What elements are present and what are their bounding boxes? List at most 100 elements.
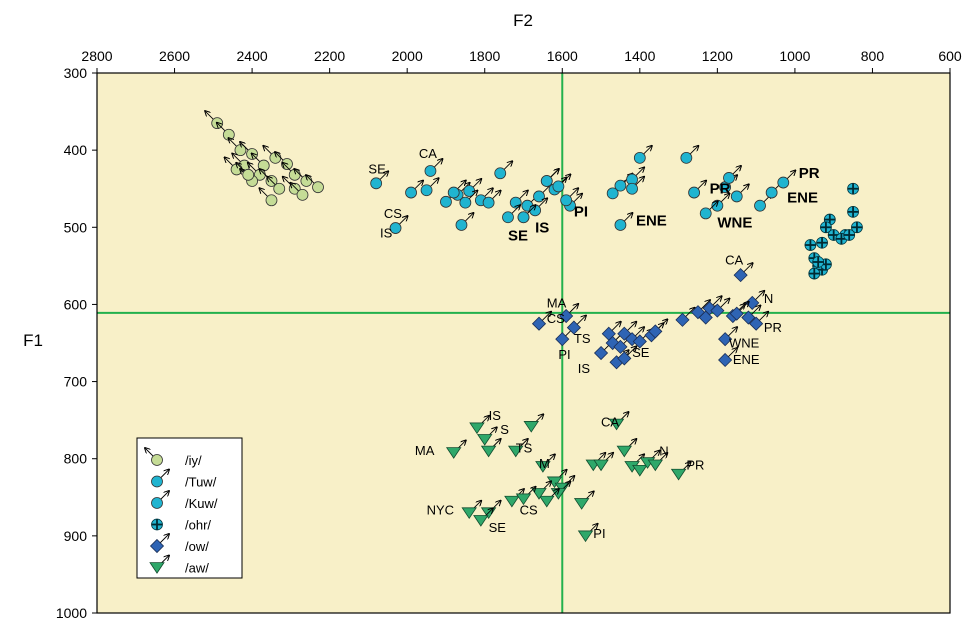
legend-marker: [149, 562, 165, 574]
trajectory-arrow: [626, 346, 636, 356]
data-point: [273, 182, 286, 195]
trajectory-arrow: [739, 302, 749, 312]
trajectory-arrow: [248, 163, 258, 173]
data-point: [242, 168, 255, 181]
data-point: [507, 445, 524, 458]
legend-label: /iy/: [185, 453, 202, 468]
point-label: CS: [384, 206, 402, 221]
data-point: [617, 351, 632, 366]
x-tick-label: 600: [938, 48, 962, 64]
point-label: SE: [489, 520, 507, 535]
data-point: [424, 165, 437, 177]
trajectory-arrow: [561, 174, 570, 184]
data-point: [733, 268, 748, 283]
trajectory-arrow: [700, 300, 710, 310]
data-point: [632, 464, 648, 477]
y-axis: 300 400 500 600 700 800 900 1000: [56, 65, 97, 621]
trajectory-arrow: [429, 178, 439, 188]
data-point: [440, 195, 452, 208]
legend-entry: /Tuw/: [151, 470, 217, 490]
trajectory-arrow: [225, 157, 234, 167]
data-point: [765, 186, 778, 199]
legend-label: /Tuw/: [185, 475, 217, 490]
data-point: [509, 196, 522, 209]
data-point: [632, 334, 647, 349]
trajectory-arrow: [720, 194, 729, 204]
trajectory-arrow: [689, 146, 698, 156]
data-point: [730, 190, 743, 203]
data-point: [370, 177, 383, 190]
data-point: [718, 352, 733, 368]
data-point: [473, 515, 489, 527]
point-label: SE: [508, 227, 528, 244]
y-tick-label: 300: [64, 65, 88, 81]
data-point: [312, 181, 324, 194]
data-point: [517, 211, 530, 224]
point-label: PR: [799, 165, 820, 182]
data-point: [535, 461, 551, 473]
point-label: SE: [632, 345, 650, 360]
data-point: [777, 176, 790, 189]
trajectory-arrow: [537, 198, 547, 208]
trajectory-arrow: [433, 159, 442, 169]
trajectory-arrow: [236, 163, 246, 173]
legend-marker: [151, 475, 163, 488]
data-point: [648, 324, 663, 339]
data-point: [296, 188, 309, 201]
point-label: IS: [578, 361, 591, 376]
trajectory-arrow: [518, 191, 528, 200]
point-label: WNE: [729, 336, 760, 351]
legend-marker: [151, 518, 163, 531]
trajectory-arrow: [510, 205, 520, 215]
data-point: [573, 498, 590, 510]
data-point: [754, 199, 766, 212]
point-label: PI: [574, 203, 588, 220]
data-point: [529, 204, 542, 217]
x-tick-label: 1400: [624, 48, 655, 64]
data-point: [613, 339, 628, 354]
point-label: ENE: [787, 190, 818, 207]
series-5: [445, 412, 691, 543]
y-tick-label: 700: [64, 374, 88, 390]
data-point: [614, 179, 627, 192]
data-point: [420, 184, 433, 197]
legend-label: /Kuw/: [185, 496, 218, 511]
data-point: [804, 239, 817, 251]
series-0: [205, 111, 324, 207]
legend-entry: /Kuw/: [151, 491, 218, 511]
data-point: [749, 316, 764, 331]
legend-marker: [151, 454, 163, 466]
x-tick-label: 1200: [702, 48, 733, 64]
trajectory-arrow: [471, 179, 481, 189]
trajectory-arrow: [526, 205, 536, 215]
data-point: [265, 194, 278, 207]
legend-label: /ow/: [185, 539, 209, 554]
trajectory-arrow: [576, 316, 586, 325]
trajectory-arrow: [541, 312, 551, 322]
trajectory-arrow: [205, 111, 215, 121]
data-point: [710, 303, 725, 318]
trajectory-arrow: [502, 161, 512, 171]
point-label: NYC: [427, 502, 454, 517]
data-point: [540, 175, 553, 187]
trajectory-arrow: [252, 154, 262, 163]
trajectory-arrow: [263, 146, 273, 156]
data-point: [843, 229, 856, 241]
trajectory-arrow: [240, 142, 250, 152]
data-point: [300, 175, 313, 187]
trajectory-arrow: [217, 123, 227, 133]
data-point: [269, 151, 282, 164]
trajectory-arrow: [549, 169, 559, 179]
data-point: [405, 186, 417, 199]
data-point: [718, 332, 733, 347]
point-label: PR: [710, 180, 731, 197]
data-point: [502, 211, 514, 224]
point-label: WNE: [717, 214, 752, 231]
trajectory-arrow: [456, 181, 466, 190]
data-point: [476, 434, 493, 446]
trajectory-arrow: [758, 312, 768, 322]
data-point: [616, 445, 633, 458]
trajectory-arrow: [696, 181, 706, 190]
trajectory-arrow: [720, 299, 729, 308]
